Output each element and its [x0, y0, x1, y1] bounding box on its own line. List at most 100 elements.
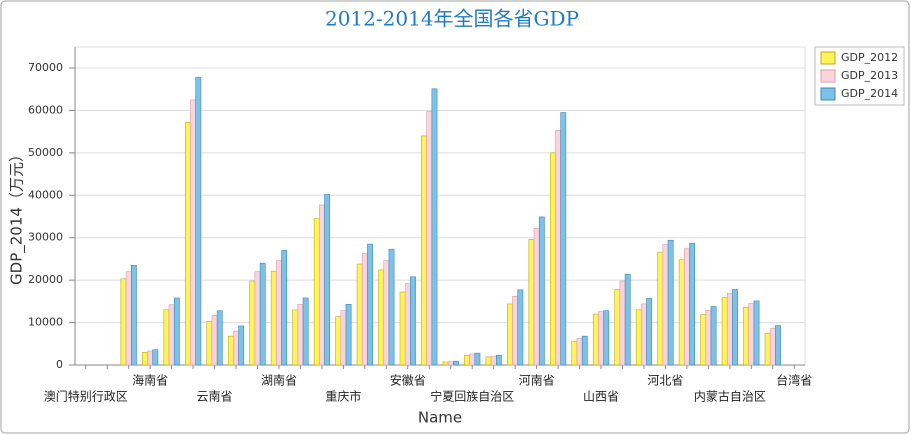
bar — [281, 250, 288, 366]
bar — [614, 289, 621, 366]
bar — [453, 360, 459, 366]
x-axis-label: Name — [418, 409, 462, 427]
bar — [163, 309, 170, 366]
y-tick-label: 70000 — [28, 61, 63, 74]
bar — [549, 152, 556, 366]
y-tick-label: 40000 — [28, 188, 63, 201]
bar — [753, 300, 760, 366]
bar — [598, 311, 604, 366]
bar — [592, 313, 599, 366]
bar — [173, 297, 180, 366]
bar — [635, 309, 642, 366]
x-tick-label: 安徽省 — [390, 373, 426, 388]
bar — [227, 335, 234, 366]
bar — [619, 280, 626, 366]
legend-label: GDP_2013 — [841, 69, 898, 82]
bar — [769, 328, 776, 366]
y-tick-label: 10000 — [28, 316, 63, 329]
bar — [211, 315, 218, 366]
bar — [276, 260, 282, 366]
bar — [495, 354, 502, 366]
bar — [168, 304, 175, 366]
bar — [528, 239, 535, 366]
bar — [710, 306, 717, 366]
x-tick-label: 内蒙古自治区 — [694, 389, 766, 404]
bar — [571, 340, 578, 366]
bar — [147, 350, 154, 366]
bar — [367, 243, 373, 366]
y-tick-label: 50000 — [28, 146, 63, 159]
x-tick-label: 海南省 — [132, 373, 168, 388]
bar — [603, 310, 610, 366]
legend-label: GDP_2012 — [841, 51, 898, 64]
bar — [624, 273, 631, 366]
bar — [667, 239, 674, 366]
bar — [490, 355, 497, 366]
bar — [662, 244, 669, 366]
bar — [474, 352, 481, 366]
bar — [152, 349, 159, 366]
bar — [447, 361, 454, 366]
bar — [302, 297, 309, 366]
x-tick-label: 澳门特别行政区 — [44, 389, 128, 404]
bar — [538, 216, 545, 366]
bar — [705, 309, 712, 366]
bar — [464, 354, 470, 366]
bar — [533, 228, 540, 366]
bar — [678, 259, 685, 366]
bar — [410, 276, 416, 366]
bar — [485, 356, 492, 366]
x-tick-label: 山西省 — [583, 390, 619, 404]
bar — [120, 278, 127, 366]
x-tick-label: 重庆市 — [325, 389, 361, 404]
legend-label: GDP_2014 — [841, 87, 898, 100]
y-tick-label: 30000 — [28, 231, 63, 244]
x-tick-label: 河南省 — [519, 373, 555, 388]
bar — [142, 351, 148, 366]
bar — [581, 335, 588, 366]
bar — [469, 353, 476, 366]
bar — [517, 289, 524, 366]
bar — [689, 242, 696, 366]
y-tick-label: 0 — [56, 358, 63, 371]
bar — [206, 320, 213, 366]
bar — [254, 271, 261, 366]
bar — [560, 112, 567, 366]
y-axis-label: GDP_2014（万元） — [8, 147, 27, 285]
bar — [657, 251, 664, 366]
bar — [646, 298, 653, 366]
bar — [507, 303, 513, 366]
bar — [555, 130, 561, 366]
bar — [775, 325, 781, 366]
legend-swatch — [820, 69, 836, 83]
bar — [383, 260, 390, 366]
bar — [700, 314, 707, 366]
x-tick-label: 湖南省 — [261, 373, 297, 388]
legend-swatch — [820, 51, 836, 65]
bar — [576, 337, 583, 366]
legend-swatch — [820, 87, 836, 101]
bar — [378, 269, 385, 366]
bar — [361, 253, 368, 366]
bar — [125, 271, 132, 366]
bar — [130, 264, 137, 366]
y-tick-label: 20000 — [28, 273, 63, 286]
bar — [421, 135, 427, 366]
bar — [319, 204, 325, 366]
bar — [404, 283, 411, 366]
bar — [340, 310, 347, 366]
bar — [297, 304, 304, 366]
bar — [426, 110, 433, 366]
bar — [388, 248, 395, 366]
bar — [190, 99, 196, 366]
bar — [726, 292, 733, 366]
bar — [356, 263, 363, 366]
bar — [721, 297, 728, 366]
x-tick-label: 河北省 — [647, 374, 683, 388]
y-tick-label: 60000 — [28, 103, 63, 116]
bar — [641, 303, 647, 366]
bar — [345, 304, 352, 366]
bar — [743, 306, 750, 366]
bar — [216, 310, 223, 366]
